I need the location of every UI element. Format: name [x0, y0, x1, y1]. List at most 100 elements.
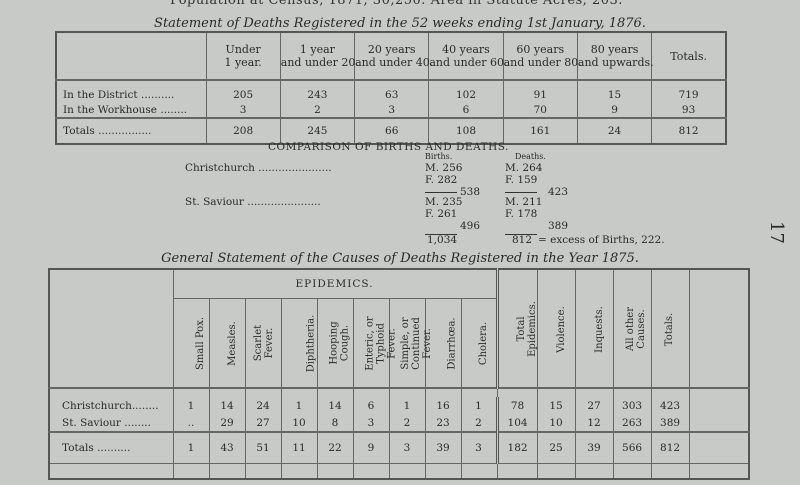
row-label: Totals .......... — [48, 431, 173, 464]
col-header: All other Causes. — [612, 269, 652, 389]
births-total: 1,034 — [427, 234, 458, 246]
col-header: Simple, or Continued Fever. — [388, 298, 432, 389]
col-header: Small Pox. — [172, 298, 209, 389]
col-header: Total Epidemics. — [495, 269, 537, 389]
table-row: Totals ................ 208 245 66 108 161 24 8… — [55, 117, 726, 144]
cell: 23 — [424, 414, 461, 432]
col-header: 1 year and under 20. — [279, 32, 359, 81]
cell: 51 — [244, 431, 281, 464]
cell: 243 — [279, 87, 355, 102]
col-header: Cholera. — [460, 298, 498, 389]
cell: 1 — [172, 397, 209, 414]
cell: 303 — [612, 397, 652, 414]
col-header: Totals. — [651, 32, 726, 81]
col-header: 60 years and under 80. — [502, 32, 582, 81]
deaths-female: F. 178 — [505, 208, 538, 220]
cell: 812 — [651, 117, 726, 144]
cell: 43 — [208, 431, 245, 464]
births-female: F. 261 — [425, 208, 458, 220]
cell: 9 — [352, 431, 389, 464]
cell: 108 — [428, 117, 504, 144]
cell: 2 — [460, 414, 498, 432]
table-row: In the Workhouse ........ 3 2 3 6 70 9 93 — [55, 102, 726, 118]
cell: 93 — [651, 102, 726, 118]
col-header: Hooping Cough. — [316, 298, 353, 389]
cell: 6 — [428, 102, 504, 118]
col-header: Measles. — [208, 298, 245, 389]
cell: 39 — [574, 431, 614, 464]
cell: 2 — [388, 414, 425, 432]
cell: 24 — [244, 397, 281, 414]
rule — [425, 234, 457, 235]
cell: 3 — [388, 431, 425, 464]
col-header: Under 1 year. — [205, 32, 281, 81]
births-female: F. 282 — [425, 174, 458, 186]
cell: 8 — [316, 414, 353, 432]
births-male: M. 235 — [425, 196, 463, 208]
col-header: Enteric, or Typhoid Fever. — [352, 298, 397, 389]
col-header: Diarrhœa. — [424, 298, 461, 389]
cell: 78 — [495, 397, 538, 414]
cell: 10 — [536, 414, 576, 432]
cell: 14 — [208, 397, 245, 414]
cell: 1 — [460, 397, 498, 414]
causes-of-death-table: EPIDEMICS. Total Epidemics. Violence. In… — [48, 268, 750, 480]
corner — [48, 269, 173, 389]
epidemics-header: EPIDEMICS. — [172, 269, 498, 299]
blank-cell — [688, 414, 749, 432]
births-subtotal: 496 — [460, 220, 481, 232]
cell: 208 — [205, 117, 281, 144]
col-header: Inquests. — [574, 269, 614, 389]
cell: 12 — [574, 414, 614, 432]
table-row: St. Saviour .......... 29 27 10 8 3 2 23 2 104 10 1… — [48, 414, 749, 432]
cell: 16 — [424, 397, 461, 414]
col-header: 20 years and under 40. — [354, 32, 433, 81]
deaths-subtotal: 389 — [548, 220, 569, 232]
table-row: Christchurch........ 1 14 24 1 14 6 1 16 1 78 15 27 3… — [48, 397, 749, 414]
cell: 66 — [354, 117, 429, 144]
cell: 29 — [208, 414, 245, 432]
cell: 102 — [428, 87, 504, 102]
cell: 104 — [495, 414, 538, 432]
col-header: 80 years and upwards. — [576, 32, 654, 81]
deaths-label: Deaths. — [515, 152, 546, 161]
col-header: Violence. — [536, 269, 576, 389]
col-header: Scarlet Fever. — [244, 298, 281, 389]
rule — [425, 192, 457, 193]
cell: 1 — [388, 397, 425, 414]
cell: 3 — [352, 414, 389, 432]
cell: 15 — [576, 87, 652, 102]
cell: 27 — [574, 397, 614, 414]
cell: 1 — [172, 431, 209, 464]
cell: 63 — [354, 87, 429, 102]
table-row: In the District .......... 205 243 63 102 91 1… — [55, 87, 726, 102]
deaths-female: F. 159 — [505, 174, 538, 186]
cell: 205 — [205, 87, 281, 102]
rule — [505, 192, 537, 193]
cell: .. — [172, 414, 209, 432]
deaths-by-age-table: Under 1 year. 1 year and under 20. 20 ye… — [55, 31, 727, 145]
col-header: Totals. — [650, 269, 690, 389]
cell: 423 — [650, 397, 690, 414]
cell: 70 — [502, 102, 578, 118]
page-number: 17 — [765, 221, 787, 244]
deaths-total: 812 — [512, 234, 533, 246]
cell: 11 — [280, 431, 317, 464]
births-label: Births. — [425, 152, 453, 161]
cell: 9 — [576, 102, 652, 118]
cell: 91 — [502, 87, 578, 102]
col-header: Diphtheria. — [280, 298, 317, 389]
cell: 2 — [279, 102, 355, 118]
births-subtotal: 538 — [460, 186, 481, 198]
cell: 812 — [650, 431, 690, 464]
title-deaths-statement: Statement of Deaths Registered in the 52… — [154, 16, 646, 31]
row-label: In the Workhouse ........ — [55, 102, 206, 118]
deaths-male: M. 264 — [505, 162, 543, 174]
row-label: In the District .......... — [55, 87, 206, 102]
comparison-title: COMPARISON OF BIRTHS AND DEATHS. — [268, 141, 509, 153]
cell: 22 — [316, 431, 353, 464]
cell: 10 — [280, 414, 317, 432]
blank-cell — [688, 397, 749, 414]
cell: 27 — [244, 414, 281, 432]
top-line: Population at Census, 1871, 30,250. Area… — [170, 0, 623, 8]
